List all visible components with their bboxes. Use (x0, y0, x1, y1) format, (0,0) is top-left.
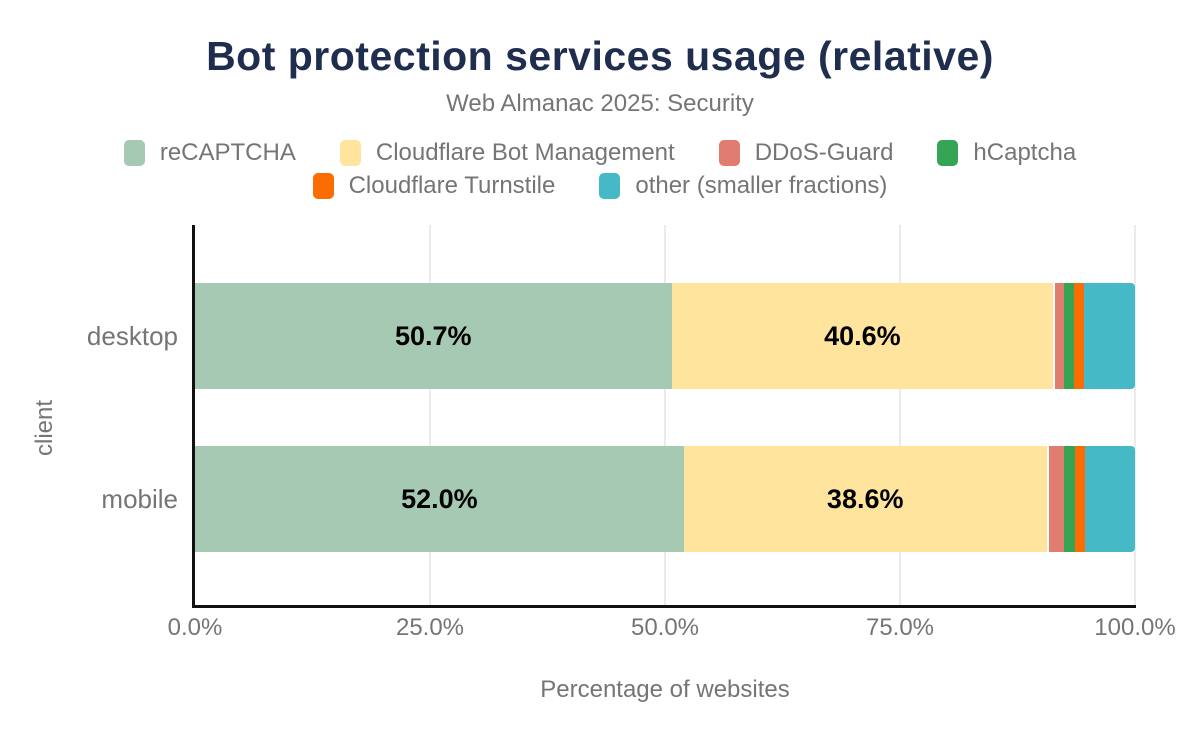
bar-segment-hcaptcha (1063, 283, 1074, 389)
bar-mobile: 52.0% 38.6% (195, 446, 1135, 552)
x-tick-label: 50.0% (630, 614, 700, 641)
legend-row: reCAPTCHA Cloudflare Bot Management DDoS-G… (123, 139, 1076, 167)
legend-swatch-icon (718, 140, 740, 166)
legend-swatch-icon (937, 140, 959, 166)
legend-label: other (smaller fractions) (635, 172, 888, 199)
legend-label: hCaptcha (973, 139, 1077, 166)
bar-value-label: 50.7% (395, 320, 472, 351)
legend-item-cloudflare-bot-management: Cloudflare Bot Management (339, 139, 675, 167)
bar-segment-cloudflare-turnstile (1074, 446, 1086, 552)
x-axis-line (192, 605, 1136, 608)
gridline (899, 225, 901, 605)
chart-title: Bot protection services usage (relative) (206, 33, 994, 79)
y-axis-line (192, 225, 195, 608)
legend-swatch-icon (312, 173, 334, 199)
bar-segment-ddos-guard (1046, 446, 1065, 552)
y-axis-title: client (31, 399, 58, 457)
legend-label: Cloudflare Turnstile (348, 172, 556, 199)
x-axis-title: Percentage of websites (540, 676, 790, 703)
bar-segment-hcaptcha (1064, 446, 1075, 552)
gridline (429, 225, 431, 605)
category-label-desktop: desktop (86, 321, 178, 351)
bar-value-label: 52.0% (401, 483, 478, 514)
legend-label: Cloudflare Bot Management (375, 139, 675, 166)
bar-segment-cloudflare-turnstile (1073, 283, 1085, 389)
bar-segment-other-smaller-fractions (1085, 446, 1135, 552)
legend-row: Cloudflare Turnstile other (smaller fract… (312, 172, 887, 200)
legend-item-cloudflare-turnstile: Cloudflare Turnstile (312, 172, 556, 200)
x-tick-label: 25.0% (395, 614, 465, 641)
bar-segment-recaptcha: 52.0% (195, 446, 684, 552)
legend-swatch-icon (599, 173, 621, 199)
x-tick-label: 0.0% (167, 614, 223, 641)
legend-item-other-smaller-fractions: other (smaller fractions) (599, 172, 887, 200)
bar-segment-other-smaller-fractions (1084, 283, 1135, 389)
legend-swatch-icon (123, 140, 145, 166)
bar-value-label: 40.6% (824, 320, 901, 351)
legend: reCAPTCHA Cloudflare Bot Management DDoS-G… (0, 139, 1200, 200)
legend-item-ddos-guard: DDoS-Guard (718, 139, 894, 167)
legend-label: reCAPTCHA (159, 139, 296, 166)
gridline (664, 225, 666, 605)
bar-segment-cloudflare-bot-management: 40.6% (671, 283, 1054, 389)
bar-segment-recaptcha: 50.7% (195, 283, 672, 389)
legend-item-hcaptcha: hCaptcha (937, 139, 1076, 167)
x-tick-label: 75.0% (865, 614, 935, 641)
x-tick-label: 100.0% (1094, 614, 1176, 641)
bar-value-label: 38.6% (826, 483, 904, 514)
gridline (1134, 225, 1136, 605)
bar-desktop: 50.7% 40.6% (195, 283, 1135, 389)
bar-segment-ddos-guard (1053, 283, 1064, 389)
category-label-mobile: mobile (101, 484, 178, 514)
legend-swatch-icon (339, 140, 361, 166)
legend-item-recaptcha: reCAPTCHA (123, 139, 296, 167)
plot-area: 50.7% 40.6% 52.0% 38.6% (195, 225, 1136, 605)
legend-label: DDoS-Guard (754, 139, 894, 166)
bar-segment-cloudflare-bot-management: 38.6% (683, 446, 1047, 552)
chart-subtitle: Web Almanac 2025: Security (446, 90, 754, 117)
